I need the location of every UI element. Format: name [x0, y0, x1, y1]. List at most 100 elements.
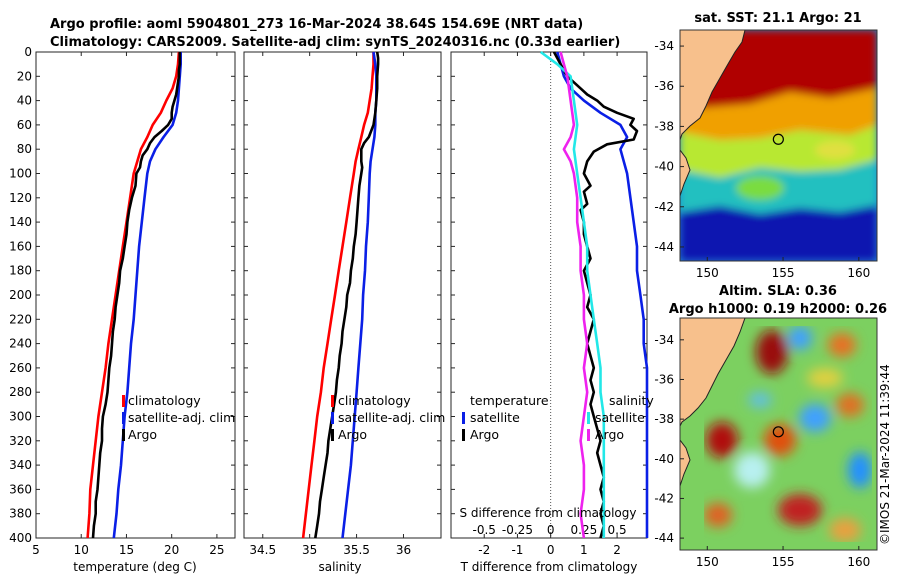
y-tick-label: 100: [9, 167, 32, 181]
x-tick-label: 10: [74, 543, 89, 557]
x-tick-label: 5: [32, 543, 40, 557]
sla-profile-marker: [772, 426, 784, 438]
y-tick-label: 160: [9, 239, 32, 253]
legend-title: salinity: [609, 393, 654, 408]
sst-map: [680, 30, 877, 261]
series-line-temperature-argo: [552, 51, 639, 539]
lon-tick-label: 150: [696, 555, 719, 569]
y-tick-label: 20: [17, 69, 32, 83]
legend-swatch-satellite: [462, 412, 465, 424]
x-tick-label: 34.5: [249, 543, 276, 557]
temperature-legend: climatology satellite-adj. clim Argo: [122, 393, 235, 442]
legend-swatch-argo: [462, 429, 465, 441]
x-tick-label: 35.5: [343, 543, 370, 557]
lat-tick-label: -38: [654, 119, 674, 133]
x-tick-label: 0: [547, 543, 555, 557]
sla-land: [680, 318, 746, 427]
difference-xlabel: T difference from climatology: [460, 560, 638, 574]
x-tick-label: 2: [613, 543, 621, 557]
lon-tick-label: 155: [772, 266, 795, 280]
legend-swatch-satellite: [587, 412, 590, 424]
lat-tick-label: -34: [654, 39, 674, 53]
legend-label: Argo: [595, 427, 624, 442]
plot-frame: [243, 51, 442, 539]
legend-label: Argo: [470, 427, 499, 442]
lon-tick-label: 160: [847, 555, 870, 569]
lon-tick-label: 160: [847, 266, 870, 280]
legend-label: climatology: [128, 393, 201, 408]
y-tick-label: 260: [9, 361, 32, 375]
legend-swatch-satellite: [331, 412, 334, 424]
sla-map-title-1: Altim. SLA: 0.36: [719, 284, 837, 299]
legend-label: satellite: [470, 410, 520, 425]
lat-tick-label: -36: [654, 79, 674, 93]
sst-map-axes: -34 -36 -38 -40 -42 -44 150 155 160: [654, 39, 870, 280]
sst-map-title: sat. SST: 21.1 Argo: 21: [694, 11, 861, 26]
sla-map-axes: -34 -36 -38 -40 -42 -44 150 155 160: [654, 333, 870, 569]
salinity-xlabel: salinity: [318, 560, 361, 574]
legend-swatch-climatology: [122, 395, 125, 407]
y-tick-label: 80: [17, 142, 32, 156]
legend-label: satellite-adj. clim: [128, 410, 235, 425]
salinity-legend: climatology satellite-adj. clim Argo: [331, 393, 445, 442]
title-line-2: Climatology: CARS2009. Satellite-adj cli…: [50, 35, 620, 50]
x-tick-label: 15: [119, 543, 134, 557]
y-tick-label: 280: [9, 385, 32, 399]
legend-swatch-argo: [587, 429, 590, 441]
difference-temperature-legend: temperature satellite Argo: [462, 393, 549, 442]
lat-tick-label: -40: [654, 160, 674, 174]
sla-map-frame: [679, 317, 878, 551]
legend-title: temperature: [470, 393, 549, 408]
s-diff-tick-label: -0.25: [502, 523, 533, 537]
y-tick-label: 0: [24, 45, 32, 59]
plot-frame: [450, 51, 648, 539]
legend-label: satellite-adj. clim: [338, 410, 445, 425]
series-line-salinity-satellite: [539, 50, 606, 538]
salinity-panel: 34.5 35 35.5 36: [243, 51, 442, 557]
y-tick-label: 340: [9, 458, 32, 472]
s-diff-tick-label: 0.5: [608, 523, 627, 537]
legend-label: satellite: [595, 410, 645, 425]
lon-tick-label: 155: [772, 555, 795, 569]
sla-map-title-2: Argo h1000: 0.19 h2000: 0.26: [669, 302, 887, 317]
y-tick-label: 320: [9, 434, 32, 448]
series-line-temperature-satellite: [556, 51, 649, 538]
series-line-climatology: [86, 51, 181, 539]
lon-tick-label: 150: [696, 266, 719, 280]
y-tick-label: 60: [17, 118, 32, 132]
s-diff-tick-label: 0: [547, 523, 555, 537]
legend-label: Argo: [338, 427, 367, 442]
lat-tick-label: -44: [654, 531, 674, 545]
legend-swatch-satellite: [122, 412, 125, 424]
legend-label: Argo: [128, 427, 157, 442]
lat-tick-label: -36: [654, 372, 674, 386]
y-tick-label: 240: [9, 337, 32, 351]
y-tick-label: 40: [17, 94, 32, 108]
legend-label: climatology: [338, 393, 411, 408]
x-tick-label: -2: [478, 543, 490, 557]
lat-tick-label: -38: [654, 412, 674, 426]
sla-map: [680, 318, 877, 550]
title-line-1: Argo profile: aoml 5904801_273 16-Mar-20…: [50, 17, 583, 32]
y-tick-label: 200: [9, 288, 32, 302]
series-line-argo: [314, 51, 380, 539]
y-tick-label: 360: [9, 482, 32, 496]
sst-field: [680, 30, 877, 261]
temperature-panel: 0 20 40 60 80 100 120 140 160 180 200 220 240 260 280 3…: [9, 45, 236, 557]
y-tick-label: 300: [9, 410, 32, 424]
y-tick-label: 180: [9, 264, 32, 278]
difference-salinity-legend: salinity satellite Argo: [587, 393, 654, 442]
legend-swatch-argo: [331, 429, 334, 441]
y-tick-label: 400: [9, 531, 32, 545]
lat-tick-label: -44: [654, 240, 674, 254]
series-line-argo: [91, 52, 182, 539]
x-tick-label: 35: [302, 543, 317, 557]
sst-profile-marker: [772, 133, 784, 145]
sla-field: [704, 326, 872, 542]
sst-land-south: [680, 149, 691, 197]
lat-tick-label: -34: [654, 333, 674, 347]
series-line-salinity-argo: [559, 51, 589, 539]
x-tick-label: 36: [396, 543, 411, 557]
x-tick-label: 25: [209, 543, 224, 557]
